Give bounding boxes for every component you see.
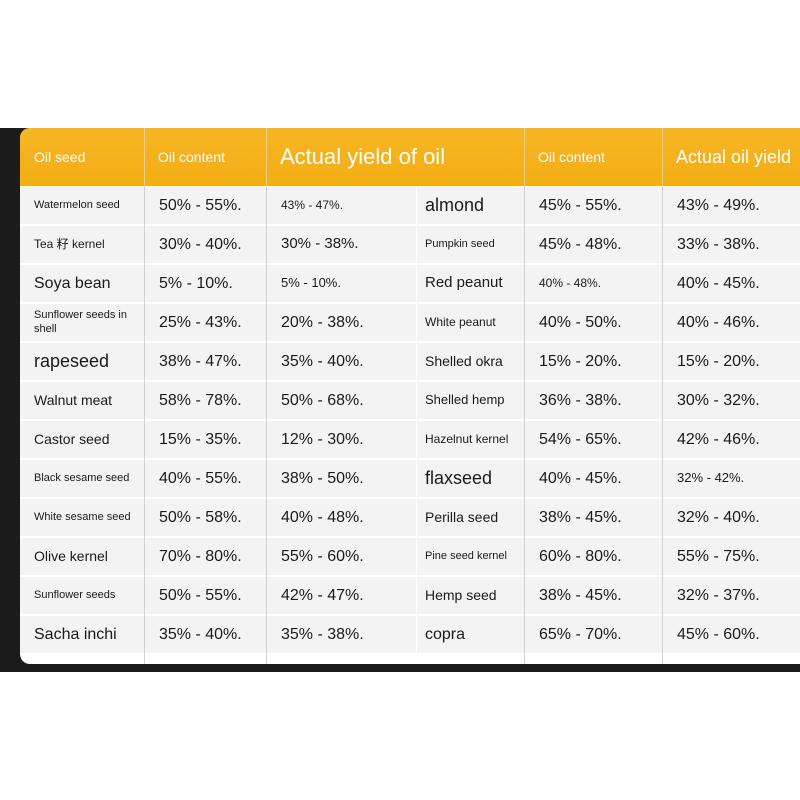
actual-oil-yield-cell: 42% - 46%. [663, 421, 800, 458]
oil-seed-cell: Watermelon seed [20, 187, 144, 224]
oil-seed-cell: Walnut meat [20, 382, 144, 419]
oil-content-cell-2: 40% - 48%. [525, 265, 662, 302]
oil-content-cell-2: 38% - 45%. [525, 577, 662, 614]
oil-seed-cell-2: Shelled okra [417, 343, 524, 380]
column-divider [662, 128, 663, 664]
column-divider [524, 128, 525, 664]
oil-content-cell: 50% - 55%. [145, 187, 266, 224]
actual-oil-yield-cell: 32% - 40%. [663, 499, 800, 536]
oil-content-cell-2: 40% - 50%. [525, 304, 662, 341]
oil-content-cell-2: 60% - 80%. [525, 538, 662, 575]
oil-seed-cell-2: Shelled hemp [417, 382, 524, 419]
table-header [20, 128, 800, 186]
oil-content-cell: 25% - 43%. [145, 304, 266, 341]
actual-yield-cell: 35% - 40%. [267, 343, 416, 380]
actual-yield-cell: 40% - 48%. [267, 499, 416, 536]
actual-yield-cell: 38% - 50%. [267, 460, 416, 497]
header-oil-seed: Oil seed [34, 149, 86, 165]
oil-seed-cell-2: copra [417, 616, 524, 653]
oil-content-cell: 58% - 78%. [145, 382, 266, 419]
oil-seed-cell-2: Perilla seed [417, 499, 524, 536]
actual-oil-yield-cell: 43% - 49%. [663, 187, 800, 224]
oil-content-cell: 5% - 10%. [145, 265, 266, 302]
oil-seed-cell: Tea 籽 kernel [20, 226, 144, 263]
actual-oil-yield-cell: 33% - 38%. [663, 226, 800, 263]
oil-content-cell: 70% - 80%. [145, 538, 266, 575]
oil-content-cell: 15% - 35%. [145, 421, 266, 458]
oil-seed-cell-2: Hazelnut kernel [417, 421, 524, 458]
oil-content-cell: 50% - 55%. [145, 577, 266, 614]
actual-oil-yield-cell: 32% - 37%. [663, 577, 800, 614]
oil-seed-cell-2: White peanut [417, 304, 524, 341]
actual-yield-cell: 12% - 30%. [267, 421, 416, 458]
oil-seed-cell-2: almond [417, 187, 524, 224]
actual-oil-yield-cell: 15% - 20%. [663, 343, 800, 380]
actual-oil-yield-cell: 55% - 75%. [663, 538, 800, 575]
oil-seed-cell-2: flaxseed [417, 460, 524, 497]
oil-content-cell: 50% - 58%. [145, 499, 266, 536]
oil-content-cell-2: 40% - 45%. [525, 460, 662, 497]
actual-yield-cell: 5% - 10%. [267, 265, 416, 302]
actual-oil-yield-cell: 40% - 45%. [663, 265, 800, 302]
oil-content-cell: 38% - 47%. [145, 343, 266, 380]
actual-yield-cell: 55% - 60%. [267, 538, 416, 575]
actual-oil-yield-cell: 30% - 32%. [663, 382, 800, 419]
oil-content-cell-2: 15% - 20%. [525, 343, 662, 380]
oil-content-cell-2: 45% - 55%. [525, 187, 662, 224]
oil-seed-cell: rapeseed [20, 343, 144, 380]
oil-content-cell: 40% - 55%. [145, 460, 266, 497]
oil-content-cell-2: 45% - 48%. [525, 226, 662, 263]
actual-yield-cell: 35% - 38%. [267, 616, 416, 653]
column-divider [266, 128, 267, 664]
actual-oil-yield-cell: 32% - 42%. [663, 460, 800, 497]
actual-oil-yield-cell: 45% - 60%. [663, 616, 800, 653]
oil-seed-cell: White sesame seed [20, 499, 144, 536]
header-actual-yield: Actual yield of oil [280, 144, 446, 169]
oil-seed-cell-2: Hemp seed [417, 577, 524, 614]
oil-content-cell-2: 36% - 38%. [525, 382, 662, 419]
oil-content-cell-2: 65% - 70%. [525, 616, 662, 653]
actual-oil-yield-cell: 40% - 46%. [663, 304, 800, 341]
oil-seed-cell-2: Pine seed kernel [417, 538, 524, 575]
oil-seed-cell: Castor seed [20, 421, 144, 458]
header-actual-oil-yield: Actual oil yield [676, 146, 792, 167]
oil-seed-cell: Soya bean [20, 265, 144, 302]
oil-seed-cell: Black sesame seed [20, 460, 144, 497]
actual-yield-cell: 50% - 68%. [267, 382, 416, 419]
actual-yield-cell: 30% - 38%. [267, 226, 416, 263]
oil-seed-cell-2: Red peanut [417, 265, 524, 302]
oil-content-cell: 30% - 40%. [145, 226, 266, 263]
oil-seed-cell: Sunflower seeds [20, 577, 144, 614]
actual-yield-cell: 43% - 47%. [267, 187, 416, 224]
header-oil-content: Oil content [158, 149, 225, 165]
column-divider [144, 128, 145, 664]
actual-yield-cell: 42% - 47%. [267, 577, 416, 614]
oil-seed-cell: Olive kernel [20, 538, 144, 575]
oil-content-cell-2: 38% - 45%. [525, 499, 662, 536]
oil-content-cell-2: 54% - 65%. [525, 421, 662, 458]
oil-content-cell: 35% - 40%. [145, 616, 266, 653]
header-oil-content-2: Oil content [538, 149, 605, 165]
oil-seed-cell-2: Pumpkin seed [417, 226, 524, 263]
oil-seed-cell: Sunflower seeds in shell [20, 304, 144, 341]
actual-yield-cell: 20% - 38%. [267, 304, 416, 341]
table-frame: Oil seed Oil content Actual yield of oil Oi… [0, 128, 800, 672]
oil-seed-cell: Sacha inchi [20, 616, 144, 653]
oil-yield-table: Oil seed Oil content Actual yield of oil Oi… [20, 128, 800, 664]
